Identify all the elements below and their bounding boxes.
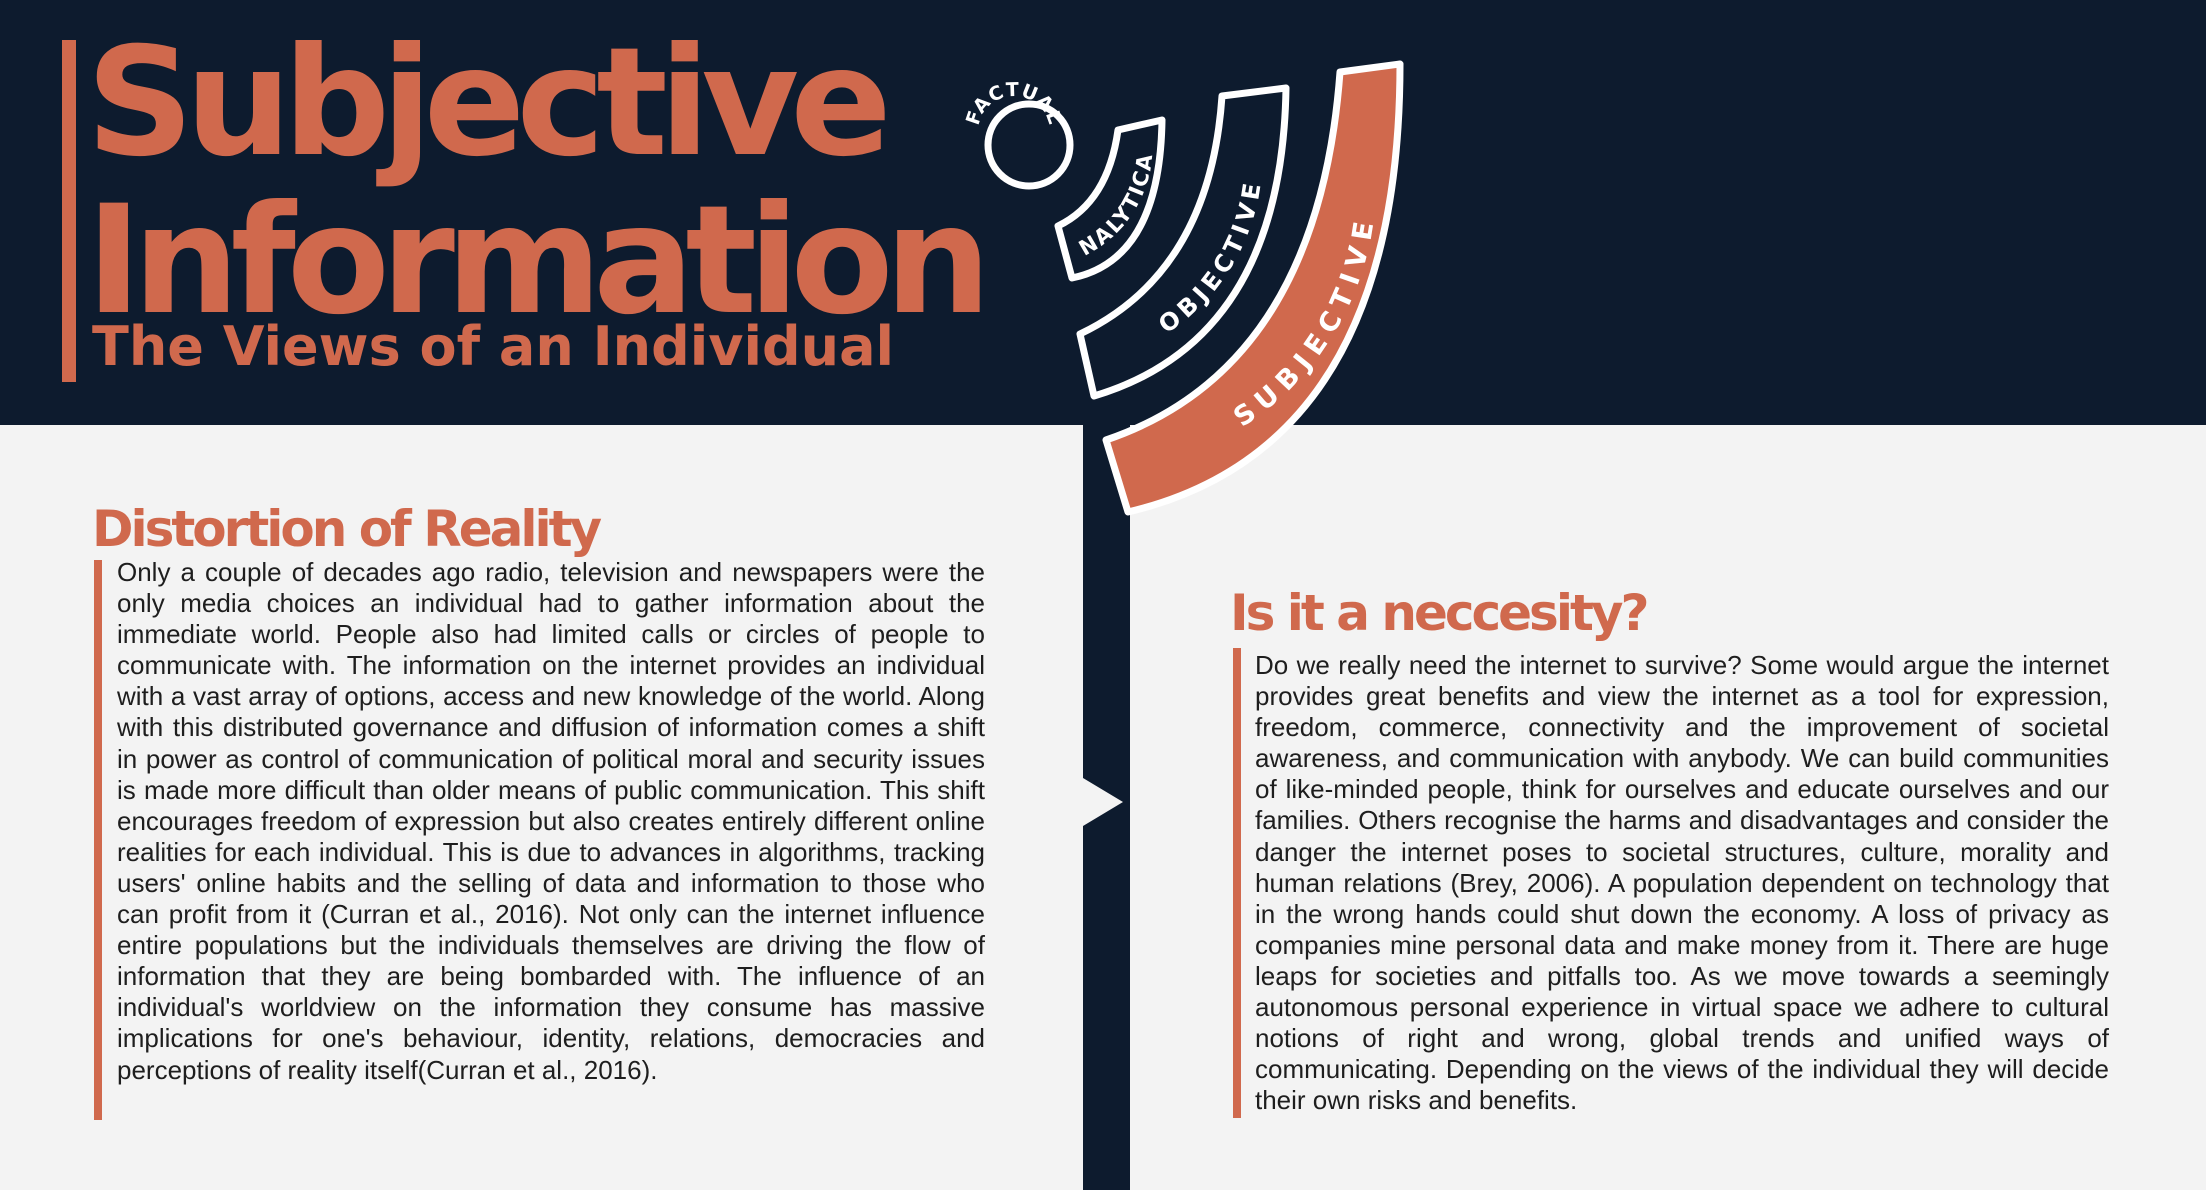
level-objective-band — [1076, 84, 1290, 400]
left-section-body: Only a couple of decades ago radio, tele… — [117, 557, 985, 1085]
right-section-accent-bar — [1233, 648, 1241, 1118]
right-section-title: Is it a neccesity? — [1230, 584, 1649, 642]
pointer-arrow — [1083, 778, 1123, 826]
level-analytical-band — [1054, 116, 1166, 282]
information-levels-diagram: FACTUAL ANALYTICAL OBJECTIVE SUBJECTIVE — [960, 50, 1404, 516]
left-section-accent-bar — [94, 560, 102, 1120]
page-subtitle: The Views of an Individual — [92, 315, 895, 378]
left-section-title: Distortion of Reality — [92, 500, 602, 558]
right-section-body: Do we really need the internet to surviv… — [1255, 650, 2109, 1116]
level-factual-circle — [984, 100, 1074, 190]
page-title-line-1: Subjective — [86, 16, 892, 190]
title-accent-bar — [62, 40, 76, 382]
page-title-line-2: Information — [86, 174, 991, 348]
level-subjective-band — [1102, 60, 1404, 516]
